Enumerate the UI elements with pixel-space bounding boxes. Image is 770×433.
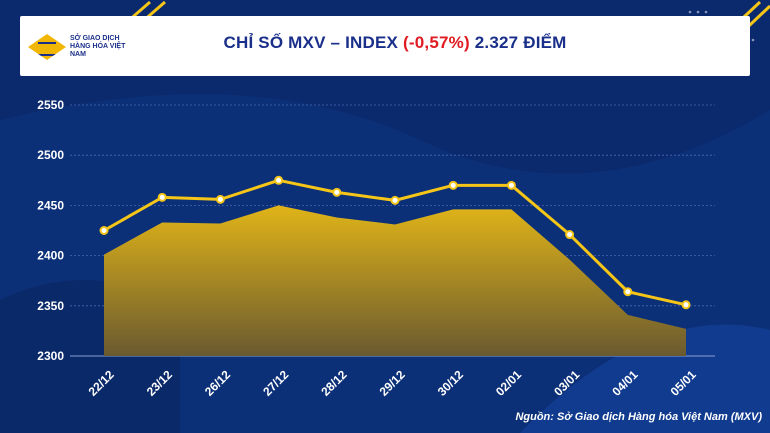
line-point: [99, 226, 109, 235]
title-main: CHỈ SỐ MXV – INDEX: [223, 33, 399, 52]
line-point: [390, 195, 400, 205]
x-tick-label: 26/12: [202, 367, 233, 398]
line-point: [565, 230, 575, 240]
line-point: [215, 194, 225, 204]
y-tick-label: 2450: [37, 198, 64, 212]
y-tick-label: 2350: [37, 299, 64, 313]
y-tick-label: 2500: [37, 148, 64, 162]
line-point: [681, 300, 691, 310]
x-tick-label: 27/12: [260, 367, 291, 398]
x-tick-label: 03/01: [551, 367, 582, 398]
x-tick-label: 22/12: [86, 367, 117, 398]
x-tick-label: 29/12: [377, 367, 408, 398]
line-point: [157, 192, 167, 202]
logo-text: SỞ GIAO DỊCH HÀNG HÓA VIỆT NAM: [70, 35, 126, 58]
area-series: [104, 205, 686, 356]
line-point: [274, 175, 284, 185]
title-change: (-0,57%): [403, 33, 470, 52]
mxv-logo: SỞ GIAO DỊCH HÀNG HÓA VIỆT NAM: [28, 30, 148, 64]
y-tick-label: 2300: [37, 349, 64, 363]
line-point: [448, 180, 458, 190]
source-note: Nguồn: Sở Giao dịch Hàng hóa Việt Nam (M…: [515, 411, 762, 423]
x-tick-label: 23/12: [144, 367, 175, 398]
x-tick-label: 30/12: [435, 367, 466, 398]
x-tick-label: 28/12: [318, 367, 349, 398]
title-value: 2.327 ĐIỂM: [474, 33, 567, 52]
line-point: [506, 180, 516, 190]
header-banner: SỞ GIAO DỊCH HÀNG HÓA VIỆT NAM: [20, 16, 750, 76]
y-tick-label: 2400: [37, 249, 64, 263]
chart-title: CHỈ SỐ MXV – INDEX (-0,57%) 2.327 ĐIỂM: [190, 33, 600, 53]
x-tick-label: 02/01: [493, 367, 524, 398]
x-tick-label: 05/01: [668, 367, 699, 398]
line-point: [623, 287, 633, 297]
line-point: [332, 187, 342, 197]
x-tick-label: 04/01: [609, 367, 640, 398]
y-tick-label: 2550: [37, 98, 64, 112]
